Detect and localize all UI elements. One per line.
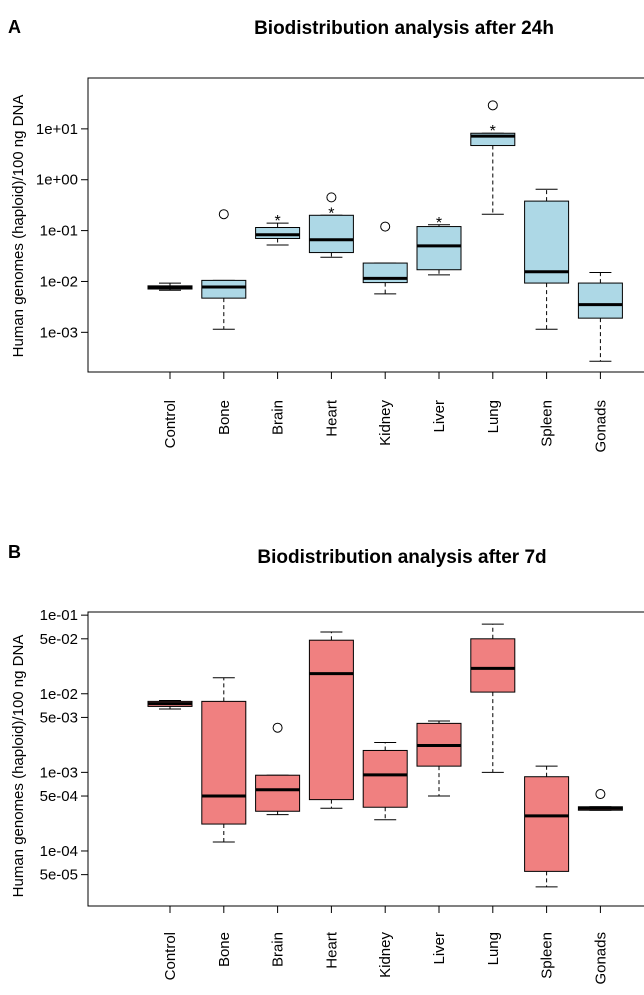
outlier-bone — [218, 209, 229, 220]
box-liver — [416, 226, 462, 271]
y-tick-label: 1e-01 — [40, 223, 78, 240]
x-tick-label: Liver — [431, 932, 448, 965]
box-bone — [201, 700, 247, 825]
x-tick-label: Lung — [485, 932, 502, 965]
outlier-brain — [272, 722, 283, 733]
panel-a-y-axis-label: Human genomes (haploid)/100 ng DNA — [10, 95, 27, 358]
box-bone — [201, 279, 247, 299]
significance-star-lung: * — [490, 123, 496, 140]
y-tick-label: 5e-05 — [40, 867, 78, 884]
y-tick-label: 1e-04 — [40, 843, 78, 860]
panel-b-title: Biodistribution analysis after 7d — [257, 547, 546, 568]
box-spleen — [524, 776, 570, 872]
x-tick-label: Kidney — [377, 932, 394, 978]
y-tick-label: 1e-02 — [40, 686, 78, 703]
y-tick-label: 5e-03 — [40, 709, 78, 726]
outlier-heart — [326, 192, 337, 203]
y-tick-label: 1e+00 — [36, 172, 78, 189]
x-tick-label: Control — [162, 932, 179, 980]
outlier-kidney — [380, 221, 391, 232]
y-tick-label: 1e-03 — [40, 764, 78, 781]
panel-b-y-axis-label: Human genomes (haploid)/100 ng DNA — [10, 635, 27, 898]
box-brain — [255, 774, 301, 812]
significance-star-brain: * — [274, 213, 280, 230]
panel-a-title: Biodistribution analysis after 24h — [254, 18, 554, 39]
y-tick-label: 5e-02 — [40, 631, 78, 648]
x-tick-label: Bone — [216, 400, 233, 435]
plot-frame — [87, 611, 644, 907]
box-gonads — [577, 282, 623, 319]
x-tick-label: Brain — [270, 932, 287, 967]
x-tick-label: Gonads — [592, 932, 609, 985]
x-tick-label: Brain — [270, 400, 287, 435]
x-tick-label: Heart — [323, 399, 340, 437]
box-lung — [470, 638, 516, 693]
panel-b-plot: 1e-01 5e-02 1e-02 5e-03 1e-03 5e-04 1e-04 5e-05… — [40, 607, 644, 985]
box-heart — [308, 639, 354, 801]
x-tick-label: Heart — [323, 931, 340, 969]
box-spleen — [524, 200, 570, 284]
y-tick-label: 1e-03 — [40, 324, 78, 341]
x-tick-label: Spleen — [539, 400, 556, 447]
x-tick-label: Spleen — [539, 932, 556, 979]
box-heart — [308, 214, 354, 254]
panel-a-letter: A — [8, 17, 21, 37]
x-tick-label: Gonads — [592, 400, 609, 453]
box-kidney — [362, 749, 408, 808]
outlier-lung — [487, 100, 498, 111]
panel-a-plot: 1e-03 1e-02 1e-01 1e+00 1e+01 Control Bone Brai… — [36, 77, 644, 453]
outlier-gonads — [595, 789, 606, 800]
x-tick-label: Lung — [485, 400, 502, 433]
x-tick-label: Control — [162, 400, 179, 448]
y-tick-label: 1e-02 — [40, 273, 78, 290]
x-tick-label: Kidney — [377, 400, 394, 446]
x-tick-label: Liver — [431, 400, 448, 433]
box-brain — [255, 227, 301, 239]
y-tick-label: 5e-04 — [40, 788, 78, 805]
plot-frame — [87, 77, 644, 373]
y-tick-label: 1e+01 — [36, 121, 78, 138]
x-tick-label: Bone — [216, 932, 233, 967]
panel-b-letter: B — [8, 542, 21, 562]
significance-star-liver: * — [436, 215, 442, 232]
significance-star-heart: * — [328, 205, 334, 222]
y-tick-label: 1e-01 — [40, 607, 78, 624]
